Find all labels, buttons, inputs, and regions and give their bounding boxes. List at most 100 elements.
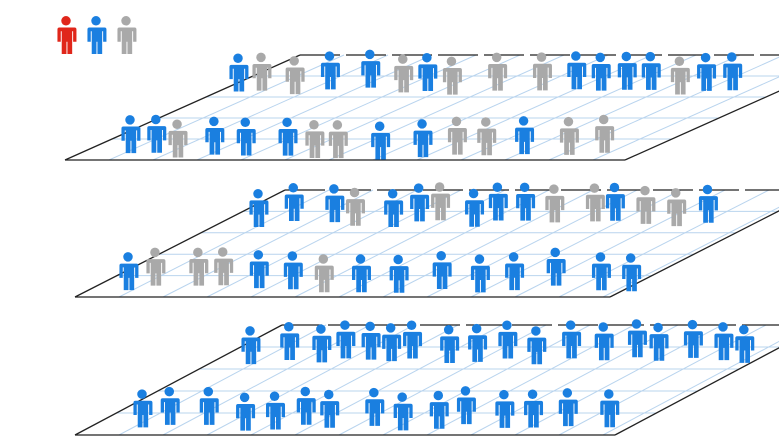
person-head	[340, 320, 350, 330]
person-head	[671, 188, 681, 198]
page: (() => { JSON.parse(document.getElementB…	[0, 0, 779, 441]
person-head	[121, 16, 131, 26]
person-head	[493, 182, 503, 192]
person-head	[590, 183, 600, 193]
person-head	[289, 56, 299, 65]
person-head	[407, 321, 417, 331]
person-head	[703, 185, 713, 195]
person-head	[599, 115, 609, 125]
person-head	[284, 322, 294, 332]
person-head	[646, 52, 656, 62]
person-head	[204, 387, 214, 397]
person-head	[365, 322, 375, 332]
person-head	[172, 119, 182, 129]
person-head	[461, 386, 471, 396]
person-head	[475, 254, 485, 263]
person-head	[481, 117, 491, 127]
person-head	[365, 50, 375, 60]
person-head	[452, 117, 462, 127]
person-head	[301, 387, 311, 397]
person-head	[325, 51, 335, 61]
person-icon	[87, 16, 106, 54]
person-head	[137, 389, 147, 399]
legend-icons	[57, 16, 136, 54]
person-head	[520, 183, 530, 193]
illustration	[0, 0, 779, 441]
person-head	[739, 325, 749, 335]
person-head	[254, 250, 264, 259]
person-head	[233, 54, 243, 64]
person-head	[499, 390, 509, 400]
person-head	[350, 188, 360, 198]
person-head	[256, 53, 266, 63]
person-head	[550, 248, 560, 257]
person-head	[571, 51, 581, 61]
person-head	[253, 189, 263, 199]
person-head	[509, 252, 519, 261]
person-head	[436, 251, 446, 260]
person-head	[531, 326, 541, 336]
person-head	[688, 320, 698, 330]
person-head	[369, 388, 379, 398]
person-head	[596, 252, 606, 261]
person-head	[596, 53, 606, 63]
person-head	[444, 325, 454, 335]
person-head	[598, 322, 608, 332]
person-head	[165, 387, 175, 397]
person-head	[417, 119, 427, 129]
person-head	[151, 115, 161, 125]
person-head	[414, 183, 424, 193]
person-head	[209, 117, 219, 127]
person-head	[653, 323, 663, 333]
person-head	[123, 252, 133, 261]
person-head	[193, 248, 203, 257]
person-head	[386, 323, 396, 333]
person-head	[675, 56, 685, 65]
person-head	[566, 320, 576, 330]
person-head	[604, 389, 614, 399]
person-head	[502, 320, 512, 330]
person-head	[564, 117, 574, 127]
person-head	[309, 120, 319, 130]
person-head	[61, 16, 71, 26]
person-head	[398, 54, 408, 64]
person-head	[270, 391, 280, 401]
person-head	[316, 324, 326, 334]
person-head	[125, 115, 135, 125]
person-head	[289, 183, 299, 193]
person-head	[622, 52, 632, 62]
person-head	[288, 251, 298, 260]
person-head	[319, 254, 329, 263]
person-head	[492, 53, 502, 63]
person-head	[329, 184, 339, 194]
person-head	[701, 53, 711, 63]
person-body	[87, 27, 106, 54]
person-icon	[57, 16, 76, 54]
person-head	[397, 392, 407, 402]
person-head	[388, 189, 398, 199]
person-body	[117, 27, 136, 54]
person-head	[150, 248, 160, 257]
person-head	[549, 184, 559, 194]
person-head	[218, 247, 228, 256]
person-head	[537, 52, 547, 62]
person-head	[519, 116, 529, 126]
person-head	[718, 322, 728, 332]
person-head	[282, 118, 292, 128]
person-head	[245, 326, 255, 336]
person-head	[563, 388, 573, 398]
person-head	[727, 52, 737, 62]
person-body	[57, 27, 76, 54]
person-head	[435, 182, 445, 192]
person-head	[393, 255, 403, 264]
person-head	[469, 189, 479, 199]
person-head	[626, 253, 636, 262]
person-head	[356, 254, 366, 263]
person-head	[241, 118, 251, 128]
plane	[75, 325, 779, 435]
person-head	[472, 324, 482, 334]
person-head	[434, 391, 444, 401]
person-head	[632, 319, 642, 329]
planes	[65, 55, 779, 435]
person-head	[610, 183, 620, 193]
